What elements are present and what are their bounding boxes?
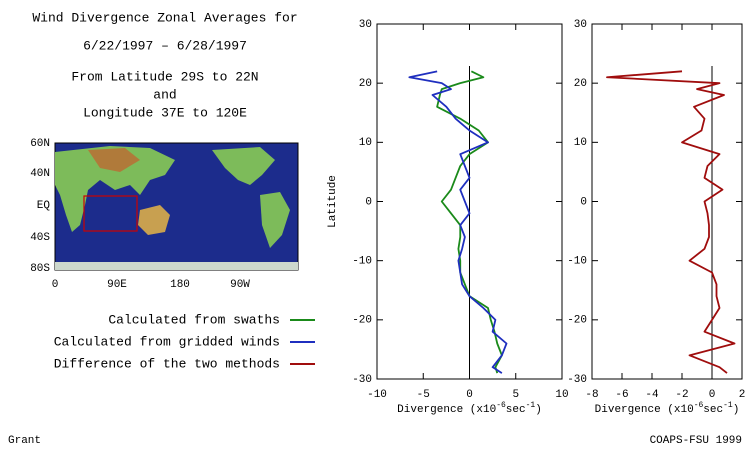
region-line: From Latitude 29S to 22N <box>71 69 258 84</box>
footer-left: Grant <box>8 435 41 447</box>
map-ice <box>55 262 298 270</box>
y-tick-label: -20 <box>567 315 587 327</box>
x-axis-label-part: -1 <box>526 401 536 410</box>
x-tick-label: 2 <box>739 389 746 401</box>
x-axis-label-part: sec <box>703 404 723 416</box>
region-line: and <box>153 87 176 102</box>
x-tick-label: 10 <box>555 389 568 401</box>
title-line: 6/22/1997 – 6/28/1997 <box>83 38 247 53</box>
legend-label: Difference of the two methods <box>54 356 280 371</box>
y-tick-label: 0 <box>580 196 587 208</box>
map-land <box>212 147 275 185</box>
map-land <box>55 146 175 232</box>
x-tick-label: -5 <box>417 389 430 401</box>
y-tick-label: 10 <box>359 137 372 149</box>
y-tick-label: -30 <box>352 374 372 386</box>
x-tick-label: 5 <box>512 389 519 401</box>
x-axis-label-part: Divergence (x10 <box>397 404 496 416</box>
x-axis-label: Divergence (x10-6sec-1) <box>595 401 740 416</box>
y-tick-label: 0 <box>365 196 372 208</box>
map-land <box>88 148 140 172</box>
map-lat-label: EQ <box>37 200 51 212</box>
map-land <box>138 205 170 235</box>
series-line <box>408 70 508 374</box>
y-tick-label: 30 <box>574 19 587 31</box>
map-lon-label: 90W <box>230 279 250 291</box>
x-tick-label: -8 <box>585 389 598 401</box>
x-axis-label-part: sec <box>506 404 526 416</box>
x-axis-label-part: -1 <box>723 401 733 410</box>
x-axis-label-part: ) <box>535 404 542 416</box>
y-tick-label: 10 <box>574 137 587 149</box>
map-lat-label: 60N <box>30 138 50 150</box>
y-tick-label: -10 <box>352 256 372 268</box>
x-axis-label-part: ) <box>733 404 740 416</box>
y-tick-label: 20 <box>359 78 372 90</box>
map-lat-label: 40S <box>30 232 50 244</box>
x-tick-label: -10 <box>367 389 387 401</box>
series-line <box>436 70 503 374</box>
map-land <box>260 192 290 248</box>
x-axis-label-part: Divergence (x10 <box>595 404 694 416</box>
x-tick-label: 0 <box>709 389 716 401</box>
y-tick-label: 30 <box>359 19 372 31</box>
x-tick-label: 0 <box>466 389 473 401</box>
y-axis-label: Latitude <box>327 175 339 228</box>
title-line: Wind Divergence Zonal Averages for <box>32 10 297 25</box>
map-lon-label: 0 <box>52 279 59 291</box>
x-axis-label-part: -6 <box>694 401 704 410</box>
map-region-box <box>83 195 138 232</box>
map-lon-label: 180 <box>170 279 190 291</box>
y-tick-label: -30 <box>567 374 587 386</box>
map-lon-label: 90E <box>107 279 127 291</box>
legend-label: Calculated from swaths <box>108 312 280 327</box>
region-line: Longitude 37E to 120E <box>83 105 247 120</box>
footer-right: COAPS-FSU 1999 <box>650 435 742 447</box>
map-lat-label: 80S <box>30 263 50 275</box>
map-lat-label: 40N <box>30 168 50 180</box>
x-axis-label: Divergence (x10-6sec-1) <box>397 401 542 416</box>
y-tick-label: -10 <box>567 256 587 268</box>
y-tick-label: 20 <box>574 78 587 90</box>
x-tick-label: -4 <box>645 389 659 401</box>
x-tick-label: -2 <box>675 389 688 401</box>
y-tick-label: -20 <box>352 315 372 327</box>
map <box>54 142 299 271</box>
legend-label: Calculated from gridded winds <box>54 334 280 349</box>
x-axis-label-part: -6 <box>496 401 506 410</box>
series-line <box>606 70 736 374</box>
x-tick-label: -6 <box>615 389 628 401</box>
